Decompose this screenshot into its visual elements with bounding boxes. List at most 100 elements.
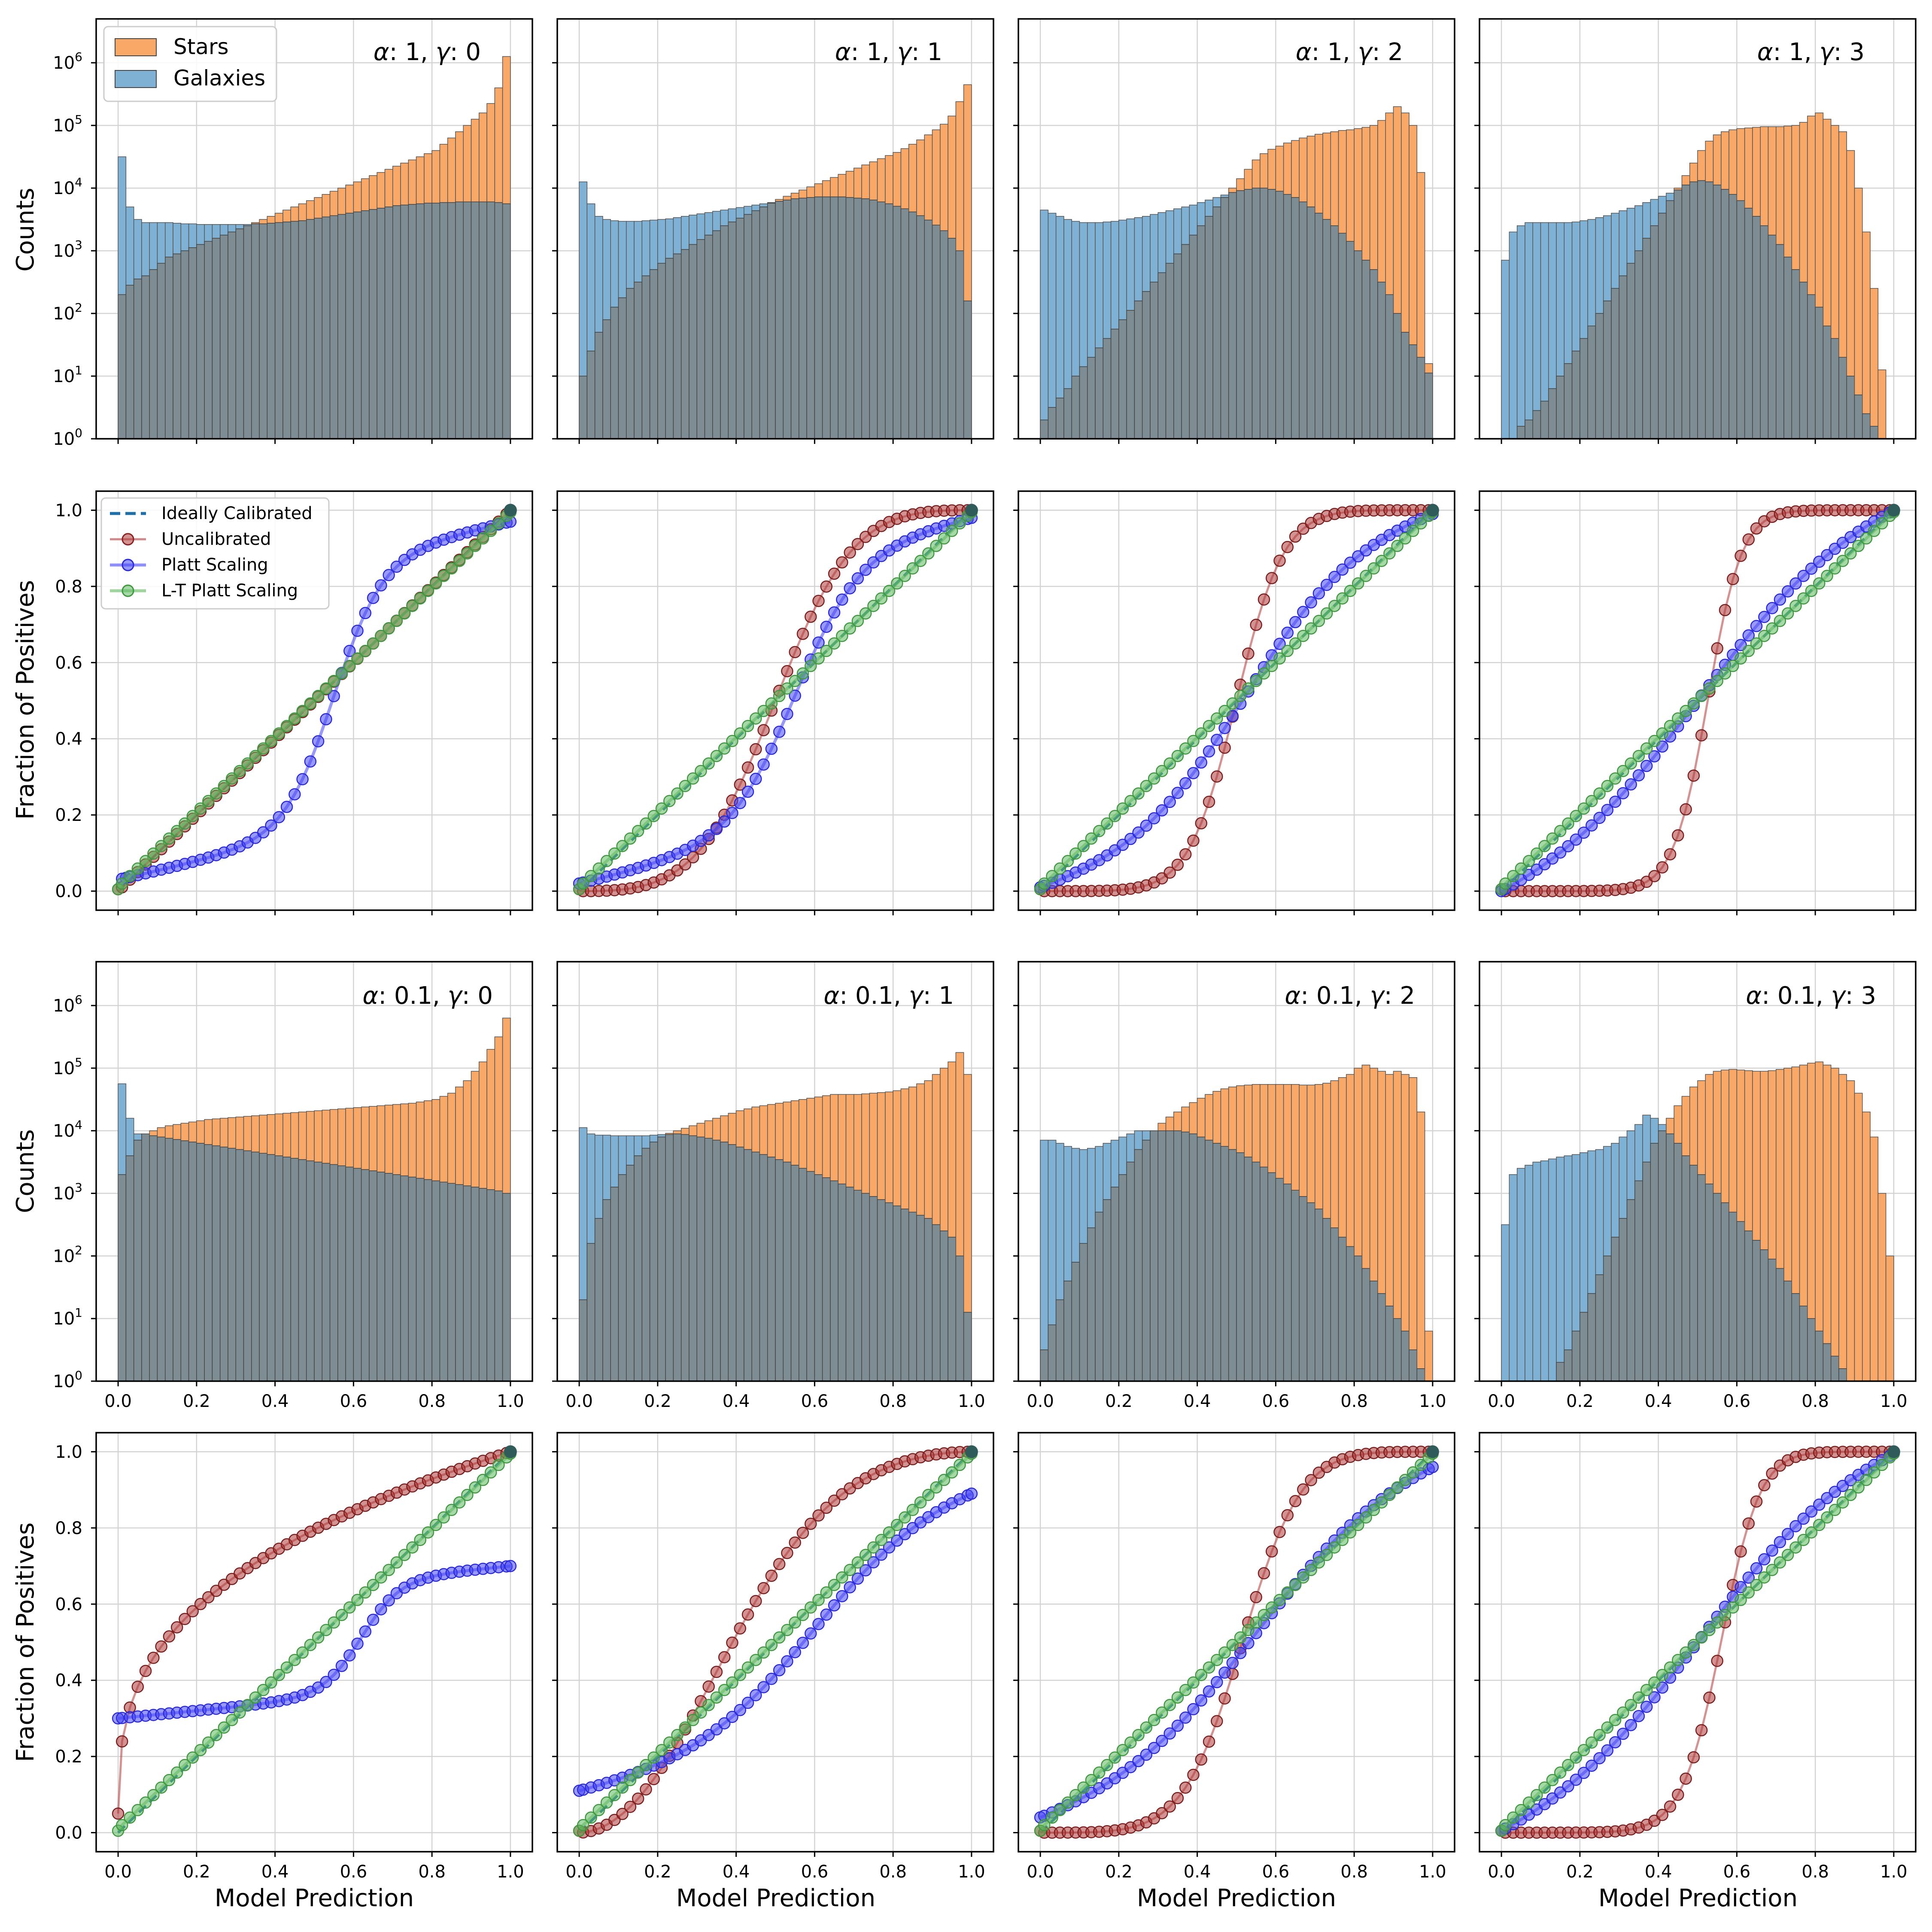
bar-overlap [1752,1240,1761,1382]
platt-point [789,690,801,702]
platt-point [1187,767,1200,780]
panel-title-r3c3: α: 0.1, γ: 2 [1285,982,1415,1010]
bar-overlap [963,301,972,439]
bar-galaxies [1525,222,1533,420]
bar-overlap [728,1144,737,1382]
lt-platt-point [1250,1616,1262,1629]
lt-platt-point [234,1706,246,1719]
xtick-label: 0.0 [1488,1862,1515,1882]
bar-overlap [314,218,323,439]
platt-point [875,1548,887,1561]
bar-stars [353,181,362,213]
lt-platt-point [773,690,786,702]
uncal-point [640,1783,652,1796]
platt-point [1297,606,1309,618]
bar-stars [1267,149,1276,190]
uncal-point [1171,859,1184,871]
bar-overlap [1283,194,1292,439]
bar-galaxies [1571,222,1580,352]
lt-platt-point [1813,1519,1826,1531]
bar-stars [861,1093,870,1194]
lt-platt-point [1328,1541,1341,1554]
bar-stars [885,155,893,204]
bar-stars [948,115,957,239]
lt-platt-point [453,555,466,567]
bar-overlap [806,1171,815,1382]
bar-galaxies [1556,222,1565,377]
xtick-label: 0.0 [565,1862,593,1882]
lt-platt-point [1179,742,1192,755]
bar-stars [345,1108,354,1168]
bar-overlap [696,1136,705,1382]
lt-platt-point [1593,787,1606,800]
platt-point [1797,1513,1810,1525]
lt-platt-point [225,772,238,785]
lt-platt-point [1829,1504,1841,1516]
bar-stars [940,1068,948,1231]
bar-stars [1862,231,1871,414]
lt-platt-point [930,1481,942,1494]
bar-overlap [1079,366,1088,439]
bar-overlap [579,376,588,439]
lt-platt-point [210,787,222,800]
bar-overlap [1322,1218,1331,1382]
bar-stars [1783,1068,1792,1282]
bar-overlap [948,1236,957,1382]
bar-stars [1315,1084,1323,1209]
bar-overlap [416,1178,425,1382]
ytick-label: 105 [53,112,82,136]
platt-point [1758,611,1771,623]
platt-point [1195,1694,1208,1707]
lt-platt-point [836,1571,848,1584]
axes-frame [1479,490,1917,911]
lt-platt-point [1805,1526,1818,1539]
xtick-label: 0.6 [801,1391,829,1411]
lt-platt-point [1289,637,1302,650]
lt-platt-point [139,855,152,867]
bar-galaxies [1095,222,1104,349]
bar-stars [1330,1080,1339,1228]
lt-platt-point [1617,765,1629,778]
lt-platt-point [891,577,903,590]
legend-marker-platt [122,559,134,571]
xtick-label: 0.0 [565,1391,593,1411]
bar-overlap [431,203,440,439]
uncal-point [1750,522,1763,535]
bar-overlap [369,1170,377,1382]
platt-point [1617,1728,1629,1740]
bar-stars [838,1094,847,1185]
uncal-point [1281,1509,1294,1522]
lt-platt-point [608,1789,621,1801]
lt-platt-point [702,757,715,770]
ytick-label: 0.2 [55,805,82,825]
platt-point [1774,1536,1786,1549]
lt-platt-point [1218,705,1231,717]
bar-overlap [1705,181,1714,439]
lt-platt-point [257,742,270,755]
lt-platt-point [414,592,426,605]
bar-galaxies [735,207,744,219]
bar-galaxies [1532,222,1541,411]
bar-overlap [1697,180,1706,439]
lt-platt-point [1640,1684,1653,1696]
bar-overlap [1807,294,1816,439]
bar-stars [267,216,276,224]
bar-stars [1862,1112,1871,1382]
ytick-label: 0.2 [55,1747,82,1767]
xtick-label: 0.4 [1184,1391,1211,1411]
bar-stars [822,180,831,197]
lt-platt-point [1703,682,1716,695]
lt-platt-point [1570,810,1582,822]
bar-stars [298,1112,307,1160]
platt-point [1171,787,1184,799]
bar-overlap [1728,1212,1738,1382]
bar-stars [1236,1085,1245,1153]
lt-platt-point [1360,1511,1372,1524]
bar-galaxies [1110,1139,1119,1188]
platt-point [1132,1755,1145,1768]
lt-platt-point [445,562,458,575]
bar-stars [1728,1069,1738,1213]
lt-platt-point [914,555,927,567]
bar-stars [783,1101,792,1163]
